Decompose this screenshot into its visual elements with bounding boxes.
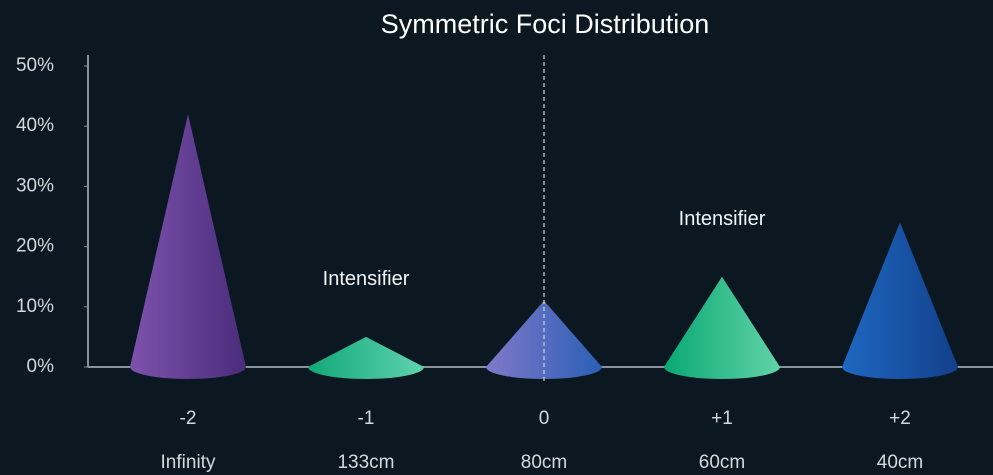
cone	[842, 222, 958, 379]
y-tick-label: 0%	[27, 356, 55, 377]
y-tick-label: 10%	[16, 296, 54, 317]
chart-title: Symmetric Foci Distribution	[381, 9, 710, 39]
annotation: Intensifier	[679, 208, 766, 230]
y-tick-label: 20%	[16, 236, 54, 257]
distance-label: 80cm	[521, 452, 567, 473]
x-tick-label: +2	[889, 408, 911, 429]
x-tick-label: +1	[711, 408, 733, 429]
x-tick-label: -1	[358, 408, 375, 429]
distance-label: 133cm	[337, 452, 394, 473]
distance-label: 60cm	[699, 452, 745, 473]
x-tick-label: 0	[539, 408, 550, 429]
cone	[664, 276, 780, 379]
x-tick-label: -2	[180, 408, 197, 429]
y-tick-label: 30%	[16, 175, 54, 196]
y-tick-label: 50%	[16, 55, 54, 76]
cone	[130, 114, 246, 379]
distance-label: 40cm	[877, 452, 923, 473]
y-tick-label: 40%	[16, 115, 54, 136]
annotation: Intensifier	[323, 268, 410, 290]
cone	[308, 336, 424, 379]
distance-label: Infinity	[161, 452, 216, 473]
cone	[486, 300, 602, 379]
